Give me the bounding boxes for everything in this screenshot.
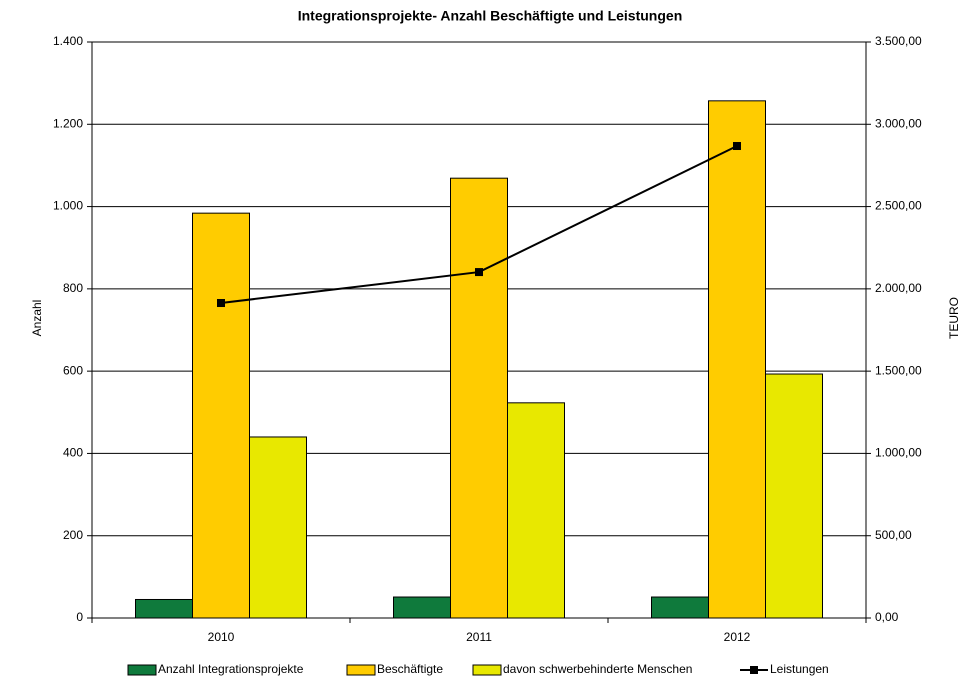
y2-tick-label: 0,00 — [875, 610, 899, 624]
chart-title: Integrationsprojekte- Anzahl Beschäftigt… — [298, 8, 683, 24]
legend-swatch — [472, 664, 502, 676]
legend-label: davon schwerbehinderte Menschen — [503, 662, 692, 676]
y-tick-label: 0 — [76, 610, 83, 624]
y2-tick-label: 2.500,00 — [875, 199, 922, 213]
bar — [135, 598, 193, 619]
bar — [708, 100, 766, 619]
y-tick-label: 200 — [63, 528, 83, 542]
y-tick-label: 400 — [63, 446, 83, 460]
legend-label: Beschäftigte — [377, 662, 443, 676]
y-tick-label: 1.200 — [53, 116, 83, 130]
y-tick-label: 600 — [63, 363, 83, 377]
legend-label: Anzahl Integrationsprojekte — [158, 662, 304, 676]
bar — [507, 402, 565, 619]
legend-label: Leistungen — [770, 662, 829, 676]
marker — [733, 142, 741, 151]
legend-swatch — [346, 664, 376, 676]
y2-tick-label: 2.000,00 — [875, 281, 922, 295]
x-tick-label: 2011 — [466, 630, 492, 644]
y2-tick-label: 1.000,00 — [875, 446, 922, 460]
marker — [475, 268, 483, 277]
y2-axis-title: TEURO — [947, 297, 961, 339]
y2-tick-label: 3.500,00 — [875, 34, 922, 48]
x-tick-label: 2010 — [208, 630, 235, 644]
y2-tick-label: 3.000,00 — [875, 116, 922, 130]
bar — [765, 373, 823, 619]
y-tick-label: 1.000 — [53, 199, 83, 213]
bar — [393, 596, 451, 619]
bar — [651, 596, 709, 619]
legend-marker — [750, 666, 758, 674]
y2-tick-label: 1.500,00 — [875, 363, 922, 377]
legend-swatch — [127, 664, 157, 676]
x-tick-label: 2012 — [724, 630, 751, 644]
y-axis-title: Anzahl — [30, 300, 44, 337]
bar — [192, 212, 250, 619]
y2-tick-label: 500,00 — [875, 528, 912, 542]
bar — [450, 177, 508, 619]
y-tick-label: 1.400 — [53, 34, 83, 48]
marker — [217, 299, 225, 308]
bar — [249, 436, 307, 619]
y-tick-label: 800 — [63, 281, 83, 295]
